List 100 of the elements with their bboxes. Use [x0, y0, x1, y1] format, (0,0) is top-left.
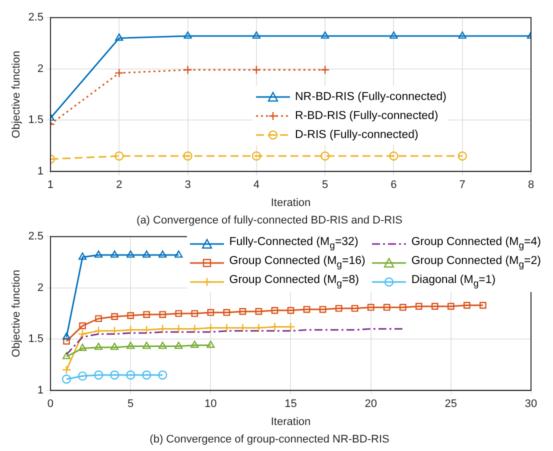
point — [320, 65, 330, 74]
point — [252, 151, 262, 161]
point — [390, 31, 398, 39]
x-tick-label: 5 — [322, 179, 328, 192]
point — [62, 332, 71, 340]
legend-label: D-RIS (Fully-connected) — [295, 128, 418, 140]
point — [223, 309, 230, 316]
point — [252, 31, 260, 39]
point — [303, 306, 310, 313]
point — [184, 31, 192, 39]
y-tick-label: 2 — [37, 62, 44, 75]
point — [95, 315, 102, 322]
point — [335, 304, 342, 312]
x-tick-label: 0 — [47, 398, 54, 410]
y-tick-label: 1.5 — [28, 114, 44, 126]
point — [458, 151, 467, 161]
text: (a) Convergence of fully-connected BD-RIS and D-RIS — [136, 214, 402, 226]
point — [183, 65, 192, 74]
point — [158, 250, 167, 258]
point — [126, 250, 135, 258]
point — [158, 342, 167, 349]
point — [190, 340, 199, 348]
point — [206, 340, 215, 348]
point — [207, 309, 214, 316]
x-tick-label: 8 — [528, 179, 534, 192]
point — [78, 252, 87, 260]
point — [126, 342, 135, 349]
point — [255, 308, 262, 315]
legend-label: Diagonal (M$_{g}$=1) — [411, 274, 496, 290]
point — [127, 312, 134, 319]
x-tick-label: 7 — [459, 179, 466, 192]
point — [383, 304, 390, 311]
x-tick-label: 3 — [184, 179, 191, 192]
point — [110, 342, 119, 350]
point — [94, 250, 103, 258]
x-tick-label: 2 — [116, 179, 122, 192]
y-axis-title: Objective function — [10, 270, 23, 358]
x-tick-label: 1 — [47, 179, 54, 192]
y-tick-label: 1.5 — [28, 333, 44, 346]
point — [94, 370, 104, 380]
point — [94, 342, 103, 350]
point — [480, 302, 486, 309]
point — [174, 342, 183, 349]
point — [321, 31, 330, 39]
point — [142, 250, 151, 258]
point — [191, 310, 198, 317]
y-tick-label: 2 — [37, 282, 44, 294]
point — [63, 338, 70, 345]
point — [143, 311, 150, 318]
x-tick-label: 6 — [390, 179, 397, 192]
legend-label: Fully-Connected (M$_{g}$=32) — [229, 236, 358, 252]
point — [431, 302, 438, 310]
point — [320, 151, 330, 161]
point — [319, 306, 326, 313]
point — [78, 371, 88, 381]
legend-label: Group Connected (M$_{g}$=2) — [411, 254, 541, 270]
point — [458, 31, 466, 39]
point — [78, 344, 87, 351]
point — [114, 68, 124, 78]
point — [252, 65, 262, 74]
point — [389, 151, 398, 161]
legend-label: Group Connected (M$_{g}$=16) — [229, 254, 366, 270]
point — [62, 374, 72, 384]
point — [110, 250, 119, 258]
x-tick-label: 10 — [204, 398, 217, 410]
point — [114, 151, 124, 161]
point — [62, 365, 72, 374]
y-axis-title: Objective function — [10, 50, 23, 138]
x-tick-label: 20 — [364, 398, 377, 410]
legend-label: Group Connected (M$_{g}$=4) — [411, 236, 541, 252]
text: (b) Convergence of group-connected NR-BD-RIS — [150, 433, 390, 446]
point — [287, 306, 294, 314]
legend-label: R-BD-RIS (Fully-connected) — [295, 110, 438, 122]
point — [399, 304, 406, 311]
point — [142, 342, 151, 349]
point — [110, 370, 120, 380]
point — [351, 304, 358, 312]
point — [183, 151, 192, 161]
legend-label: Group Connected (M$_{g}$=8) — [229, 274, 359, 290]
point — [271, 306, 278, 314]
point — [367, 304, 374, 311]
y-tick-label: 1 — [37, 165, 44, 178]
point — [111, 313, 118, 320]
point — [158, 370, 168, 380]
point — [79, 322, 86, 330]
y-tick-label: 2.5 — [28, 12, 44, 24]
legend-label: NR-BD-RIS (Fully-connected) — [295, 90, 446, 102]
point — [447, 302, 454, 310]
x-axis-title: Iteration — [270, 197, 311, 210]
x-tick-label: 5 — [128, 398, 134, 410]
point — [174, 250, 183, 258]
point — [115, 34, 124, 41]
point — [62, 352, 71, 360]
point — [159, 311, 166, 318]
x-tick-label: 4 — [253, 179, 260, 192]
point — [415, 302, 422, 310]
x-axis-title: Iteration — [270, 416, 311, 428]
y-tick-label: 1 — [37, 384, 44, 396]
y-tick-label: 2.5 — [28, 230, 44, 243]
point — [142, 370, 152, 380]
